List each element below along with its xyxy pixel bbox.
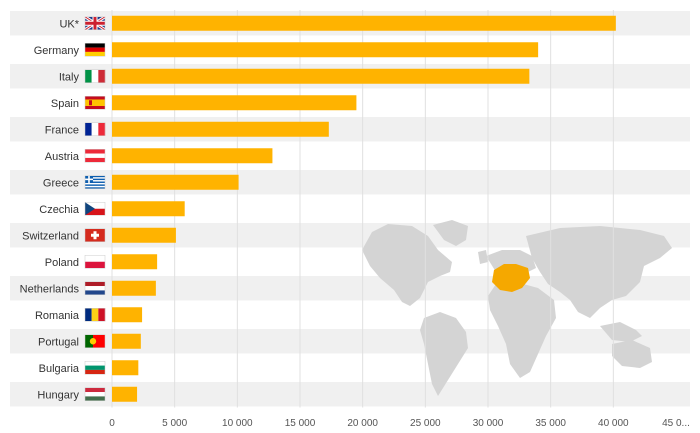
x-tick-label: 20 000 [347, 418, 378, 429]
category-label: Germany [34, 45, 80, 57]
x-tick-label: 40 000 [598, 418, 629, 429]
europe-highlight [492, 264, 530, 292]
category-label: UK* [59, 18, 79, 30]
italy-flag-icon [84, 69, 106, 83]
bar-germany [112, 42, 539, 58]
netherlands-flag-icon [84, 281, 106, 295]
category-label: Italy [59, 71, 80, 83]
continent-shape [488, 282, 556, 378]
continent-shape [478, 250, 488, 264]
bar-hungary [112, 386, 138, 402]
category-label: Czechia [39, 204, 80, 216]
category-label: Greece [43, 177, 79, 189]
greece-flag-icon [84, 175, 106, 189]
switzerland-flag-icon [84, 228, 106, 242]
continent-shape [362, 224, 452, 306]
poland-flag-icon [84, 255, 106, 269]
bar-bulgaria [112, 360, 139, 376]
bar-czechia [112, 201, 185, 217]
category-label: Bulgaria [39, 363, 80, 375]
continent-shape [600, 322, 642, 342]
france-flag-icon [84, 122, 106, 136]
bar-france [112, 121, 329, 137]
category-label: Austria [45, 151, 80, 163]
category-labels: UK* Germany Italy Spain France Austria Greece C… [20, 18, 80, 401]
category-label: Hungary [37, 389, 79, 401]
x-tick-label: 25 000 [410, 418, 441, 429]
x-tick-label: 35 000 [535, 418, 566, 429]
x-tick-label: 15 000 [285, 418, 316, 429]
bar-switzerland [112, 227, 176, 243]
austria-flag-icon [84, 149, 106, 163]
x-tick-label: 45 0... [662, 418, 690, 429]
continent-shape [420, 312, 468, 396]
bar-uk [112, 15, 616, 31]
bar-greece [112, 174, 239, 190]
category-label: Netherlands [20, 283, 80, 295]
spain-flag-icon [84, 96, 106, 110]
category-label: Spain [51, 98, 79, 110]
category-label: Portugal [38, 336, 79, 348]
uk-flag-icon [84, 15, 106, 32]
germany-flag-icon [84, 43, 106, 57]
category-label: France [45, 124, 79, 136]
romania-flag-icon [84, 308, 106, 322]
bar-netherlands [112, 280, 156, 296]
bar-portugal [112, 333, 141, 349]
continent-shape [526, 226, 672, 318]
continent-shape [612, 340, 652, 368]
bulgaria-flag-icon [84, 361, 106, 375]
bar-poland [112, 254, 158, 270]
portugal-flag-icon [84, 334, 106, 348]
x-tick-label: 10 000 [222, 418, 253, 429]
category-label: Switzerland [22, 230, 79, 242]
bar-austria [112, 148, 273, 164]
category-label: Poland [45, 257, 79, 269]
x-tick-label: 5 000 [162, 418, 187, 429]
bar-spain [112, 95, 357, 111]
x-axis: 0 5 000 10 000 15 000 20 000 25 000 30 000 35 0… [109, 418, 690, 429]
world-map-icon [362, 220, 672, 396]
czechia-flag-icon [84, 202, 106, 216]
category-label: Romania [35, 310, 80, 322]
continent-shape [433, 220, 468, 246]
hungary-flag-icon [84, 387, 106, 401]
flag-icons [84, 15, 106, 401]
x-tick-label: 30 000 [473, 418, 504, 429]
x-tick-label: 0 [109, 418, 115, 429]
bar-italy [112, 68, 530, 84]
bars [112, 15, 616, 402]
bar-romania [112, 307, 143, 323]
